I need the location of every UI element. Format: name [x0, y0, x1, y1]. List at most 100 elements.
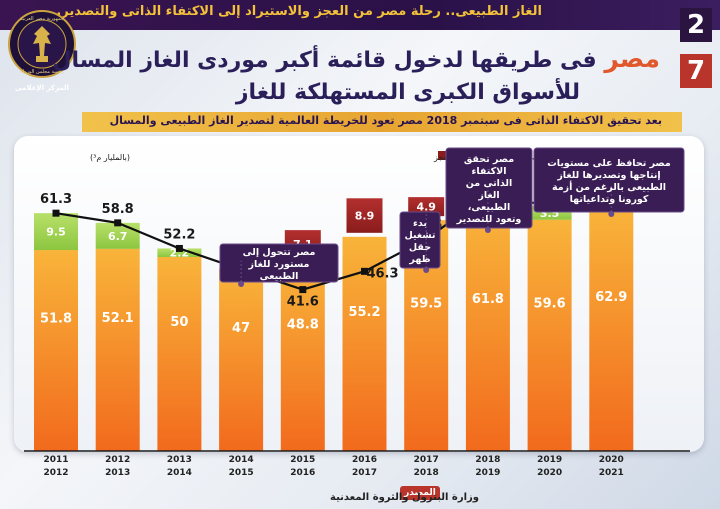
annotation-text: تشغيل: [405, 230, 436, 241]
annotation-text: حقل: [409, 242, 431, 253]
headline-line1-text: فى طريقها لدخول قائمة أكبر موردى الغاز ا…: [52, 48, 597, 73]
top-banner: الغاز الطبيعى.. رحلة مصر من العجز والاست…: [0, 0, 720, 30]
data-label-consumption: 48.8: [287, 317, 319, 332]
x-tick-label-top: 2019: [537, 455, 562, 465]
x-tick-label-bottom: 2016: [290, 468, 315, 478]
legend-deficit-swatch: [438, 151, 447, 160]
bar-consumption: [157, 257, 202, 451]
annotation-box: [399, 211, 441, 269]
production-marker: [52, 209, 60, 217]
data-label-surplus: 6.7: [108, 230, 128, 243]
x-tick-label-top: 2016: [352, 455, 377, 465]
data-label-consumption: 47: [232, 321, 250, 336]
legend-deficit-label: العجز: [433, 153, 452, 162]
bar-surplus: [34, 213, 78, 251]
x-tick-label-top: 2014: [229, 455, 254, 465]
data-label-deficit: 4.9: [416, 201, 436, 214]
data-label-consumption: 50: [170, 315, 188, 330]
data-label-consumption: 59.5: [410, 297, 442, 312]
bar-consumption: [219, 268, 264, 451]
bar-surplus: [95, 222, 140, 249]
x-tick-label-bottom: 2015: [229, 468, 254, 478]
annotation-text: الغاز: [477, 190, 499, 201]
data-label-consumption: 62.9: [595, 290, 627, 305]
bar-consumption: [34, 250, 78, 451]
production-marker: [361, 267, 368, 275]
data-label-production: 61.3: [40, 192, 72, 207]
data-label-consumption: 61.8: [472, 292, 504, 307]
data-label-production: 46.3: [366, 266, 398, 281]
annotation-dot: [608, 211, 615, 217]
headline-accent: مصر: [604, 44, 660, 73]
x-tick-label-top: 2015: [290, 455, 315, 465]
annotation-text: الطبيعى بالرغم من أزمة: [552, 180, 666, 193]
headline-line1: مصر فى طريقها لدخول قائمة أكبر موردى الغ…: [52, 44, 660, 73]
data-label-consumption: 59.6: [534, 296, 566, 311]
bar-consumption: [527, 219, 572, 451]
annotation-dot: [238, 281, 245, 287]
data-label-surplus: 9.5: [46, 226, 66, 239]
source-label: المصدر: [400, 486, 440, 500]
logo-text-mid: رئاسة مجلس الوزراء: [20, 69, 64, 75]
annotation-text: كورونا وتداعياتها: [570, 194, 649, 205]
annotation-text: ظهر: [408, 254, 430, 265]
annotation-text: مصر تتحول إلى: [243, 247, 316, 258]
data-label-production: 58.8: [102, 202, 134, 217]
bar-deficit: [346, 198, 383, 233]
annotation-text: مصر تحافظ على مستويات: [547, 158, 671, 169]
bar-consumption: [589, 206, 634, 451]
data-label-consumption: 55.2: [348, 305, 380, 320]
production-marker: [114, 219, 122, 227]
bar-surplus: [157, 248, 202, 257]
data-label-production: 52.2: [163, 227, 195, 242]
x-tick-label-bottom: 2013: [105, 468, 130, 478]
x-tick-label-top: 2013: [167, 455, 192, 465]
x-tick-label-bottom: 2021: [599, 468, 624, 478]
logo-text-bottom: المركز الإعلامى: [15, 84, 69, 92]
x-tick-label-bottom: 2014: [167, 468, 192, 478]
x-tick-label-bottom: 2012: [43, 468, 68, 478]
annotation-text: مصر تحقق: [464, 154, 514, 165]
data-label-production: 41.6: [287, 295, 319, 310]
annotation-text: بدء: [413, 218, 427, 229]
production-marker: [175, 244, 183, 252]
x-tick-label-bottom: 2020: [537, 468, 562, 478]
bar-consumption: [280, 261, 325, 451]
data-label-consumption: 52.1: [102, 311, 134, 326]
bar-consumption: [95, 248, 140, 451]
page-number-top: 2: [680, 8, 712, 42]
x-tick-label-bottom: 2018: [414, 468, 439, 478]
ribbon-text: بعد تحقيق الاكتفاء الذاتى فى سبتمبر 2018…: [109, 114, 662, 127]
x-tick-label-top: 2012: [105, 455, 130, 465]
headline-line2: للأسواق الكبرى المستهلكة للغاز: [235, 80, 580, 105]
annotation-text: الطبيعى،: [468, 202, 510, 213]
cabinet-logo: جمهورية مصر العربية رئاسة مجلس الوزراء ا…: [6, 4, 78, 94]
annotation-text: الذاتى من: [466, 178, 512, 189]
chart-unit-label: (بالمليار م³): [90, 153, 130, 162]
data-label-consumption: 51.8: [40, 312, 72, 327]
bar-consumption: [465, 211, 510, 451]
annotation-text: الطبيعى: [260, 271, 299, 282]
x-tick-label-top: 2017: [414, 455, 439, 465]
production-marker: [299, 286, 307, 294]
annotation-dot: [423, 267, 430, 273]
bar-deficit: [408, 197, 445, 217]
x-tick-label-top: 2018: [475, 455, 500, 465]
logo-text-top: جمهورية مصر العربية: [20, 16, 64, 22]
x-tick-label-bottom: 2017: [352, 468, 377, 478]
annotation-box: [219, 243, 339, 283]
annotation-box: [533, 147, 685, 213]
annotation-text: مستورد للغاز: [248, 259, 310, 270]
annotation-text: الاكتفاء: [472, 166, 507, 177]
data-label-deficit: 8.9: [355, 210, 375, 223]
x-tick-label-top: 2020: [599, 455, 624, 465]
page-number-bottom: 7: [680, 54, 712, 88]
info-ribbon: بعد تحقيق الاكتفاء الذاتى فى سبتمبر 2018…: [82, 112, 682, 132]
annotation-text: وتعود للتصدير: [456, 214, 522, 225]
annotation-dot: [484, 227, 491, 233]
x-tick-label-top: 2011: [43, 455, 68, 465]
source-value: وزارة البترول والثروة المعدنية: [330, 492, 479, 503]
x-tick-label-bottom: 2019: [475, 468, 500, 478]
annotation-text: إنتاجها وتصديرها للغاز: [556, 170, 660, 181]
